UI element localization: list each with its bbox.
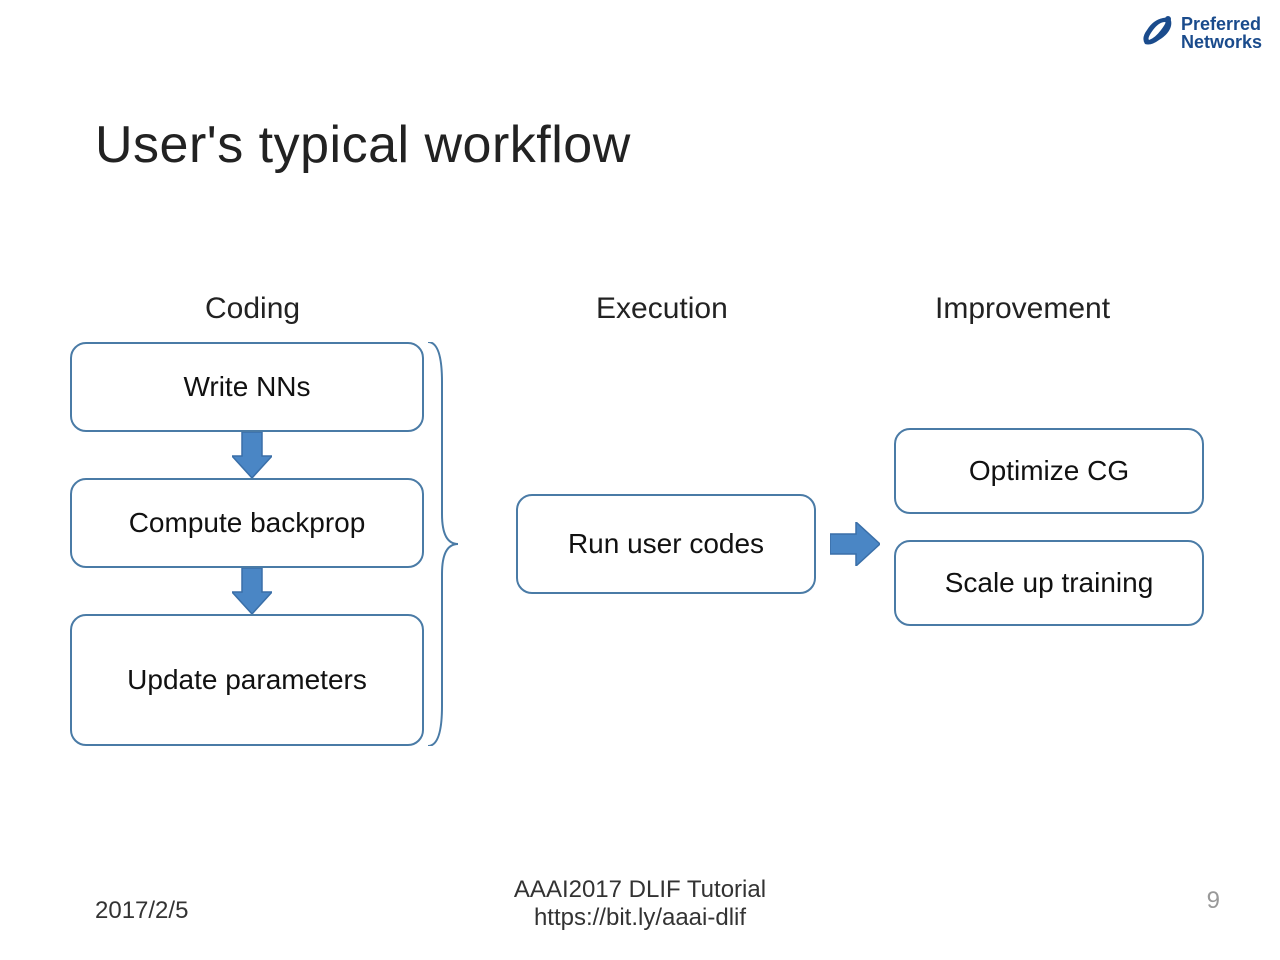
node-optimize-cg: Optimize CG bbox=[894, 428, 1204, 514]
footer-line2: https://bit.ly/aaai-dlif bbox=[0, 904, 1280, 932]
brace-icon bbox=[426, 342, 460, 751]
logo-icon bbox=[1137, 10, 1177, 55]
node-update-parameters: Update parameters bbox=[70, 614, 424, 746]
node-run-user-codes: Run user codes bbox=[516, 494, 816, 594]
logo-line1: Preferred bbox=[1181, 15, 1262, 33]
arrow-down-icon bbox=[232, 568, 272, 619]
node-compute-backprop: Compute backprop bbox=[70, 478, 424, 568]
logo: Preferred Networks bbox=[1137, 10, 1262, 55]
node-scale-up-training: Scale up training bbox=[894, 540, 1204, 626]
logo-line2: Networks bbox=[1181, 33, 1262, 51]
node-label: Optimize CG bbox=[969, 455, 1129, 487]
arrow-down-icon bbox=[232, 432, 272, 483]
footer-center: AAAI2017 DLIF Tutorial https://bit.ly/aa… bbox=[0, 876, 1280, 932]
slide: Preferred Networks User's typical workfl… bbox=[0, 0, 1280, 960]
node-write-nns: Write NNs bbox=[70, 342, 424, 432]
col-head-coding: Coding bbox=[205, 292, 300, 326]
col-head-improvement: Improvement bbox=[935, 292, 1110, 326]
slide-title: User's typical workflow bbox=[95, 115, 631, 175]
footer-page-number: 9 bbox=[1207, 887, 1220, 915]
node-label: Update parameters bbox=[127, 664, 367, 696]
footer-line1: AAAI2017 DLIF Tutorial bbox=[0, 876, 1280, 904]
node-label: Write NNs bbox=[183, 371, 310, 403]
arrow-right-icon bbox=[830, 522, 880, 571]
node-label: Run user codes bbox=[568, 528, 764, 560]
node-label: Compute backprop bbox=[129, 507, 366, 539]
node-label: Scale up training bbox=[945, 567, 1154, 599]
logo-text: Preferred Networks bbox=[1181, 15, 1262, 51]
col-head-execution: Execution bbox=[596, 292, 728, 326]
